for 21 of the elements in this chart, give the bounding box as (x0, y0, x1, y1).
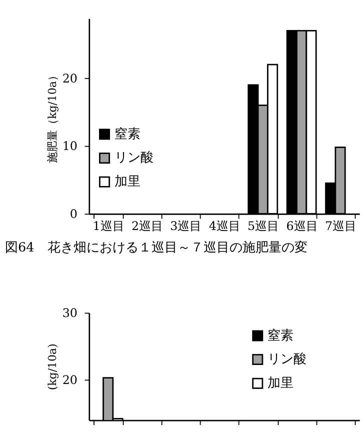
legend-label: 窒素 (114, 126, 141, 142)
y-tick-label: 20 (62, 372, 78, 387)
legend-label: 加里 (114, 174, 141, 190)
x-tick-label: 3巡目 (170, 218, 202, 233)
caption: 図64 花き畑における１巡目～７巡目の施肥量の変 (5, 239, 308, 256)
x-tick-label: 4巡目 (208, 218, 240, 233)
x-tick-label: 1巡目 (92, 218, 124, 233)
legend-label: リン酸 (114, 150, 154, 166)
x-tick-label: 5巡目 (248, 218, 280, 233)
y-axis-title: 施肥量（kg/10a） (46, 70, 59, 164)
y-axis-title: (kg/10a) (46, 344, 59, 390)
y-tick-label: 20 (62, 71, 78, 86)
y-tick-label: 0 (70, 206, 78, 221)
legend-label: 加里 (268, 376, 294, 392)
x-tick-label: 7巡目 (324, 218, 357, 233)
y-tick-label: 30 (62, 306, 78, 320)
legend-label: リン酸 (268, 352, 307, 368)
legend-label: 窒素 (268, 327, 294, 344)
y-tick-label: 10 (62, 139, 78, 154)
x-tick-label: 6巡目 (286, 218, 318, 233)
x-tick-label: 2巡目 (131, 218, 164, 233)
